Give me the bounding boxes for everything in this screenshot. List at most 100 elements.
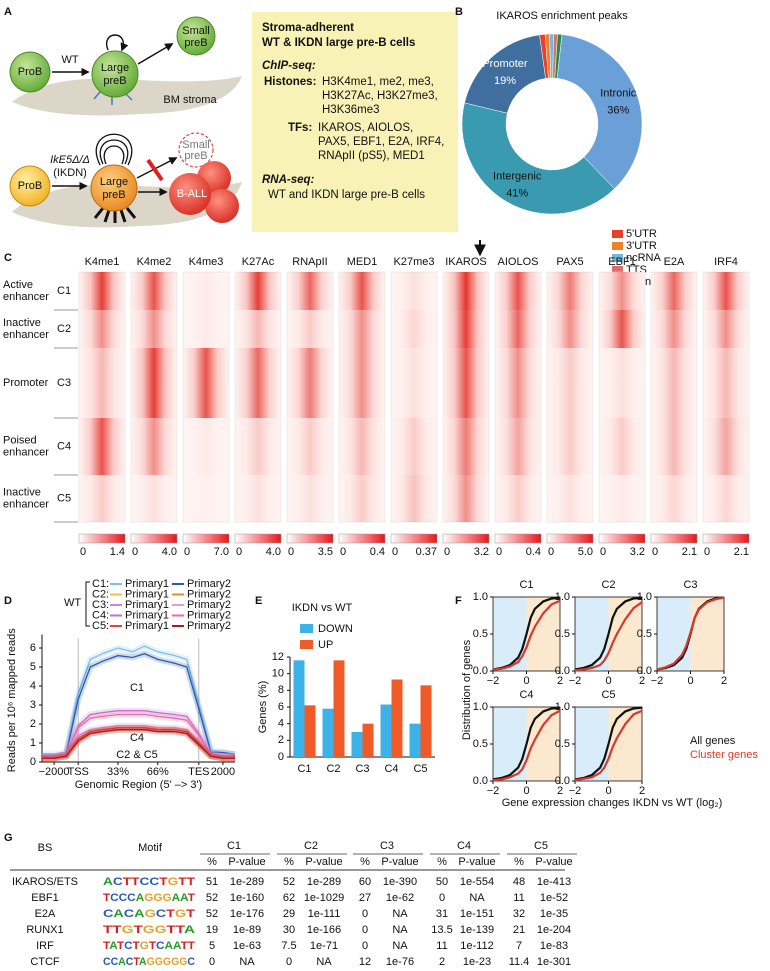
block-bar	[146, 158, 164, 182]
table-cell: 30	[283, 924, 295, 936]
colorbar-min: 0	[496, 546, 502, 558]
colorbar-min: 0	[444, 546, 450, 558]
box-text: WT and IKDN large pre-B cells	[268, 189, 425, 201]
y-tick-label: 1	[30, 737, 36, 749]
table-cell: 1e-89	[233, 924, 261, 936]
table-group: C1	[227, 840, 241, 852]
box-title: Stroma-adherent	[262, 22, 354, 34]
info-box	[252, 12, 458, 232]
prob-cell	[9, 165, 51, 207]
table-cell: 2	[439, 956, 445, 968]
table-subheader: %	[284, 856, 294, 868]
panel-title: C3	[683, 579, 697, 591]
motif-letter: G	[153, 892, 162, 904]
bar	[409, 723, 421, 757]
heatmap-block	[495, 418, 541, 475]
heatmap-block	[599, 272, 645, 310]
colorbar-max: 3.5	[318, 546, 333, 558]
table-group: C5	[534, 840, 548, 852]
slice-value: 41%	[506, 188, 528, 200]
motif-letter: G	[144, 892, 153, 904]
motif-letter: C	[127, 892, 136, 904]
table-subheader: %	[437, 856, 447, 868]
table-cell: 1e-83	[540, 940, 568, 952]
y-tick-label: 2	[30, 718, 36, 730]
y-tick-label: 1.0	[637, 591, 652, 603]
heatmap-block	[547, 475, 593, 522]
colorbar-max: 3.2	[474, 546, 489, 558]
table-cell: 1e-554	[460, 876, 494, 888]
panel-label: A	[4, 6, 12, 18]
table-subheader: %	[207, 856, 217, 868]
table-cell: 11	[436, 940, 447, 952]
y-axis-label: Genes (%)	[257, 681, 269, 734]
cdf-line	[574, 709, 643, 782]
heatmap-block	[495, 310, 541, 348]
legend-label: Primary1	[125, 620, 169, 632]
colorbar	[78, 533, 126, 544]
motif-letter: T	[187, 876, 196, 888]
shade-up	[608, 597, 642, 671]
cluster-id: C1	[57, 285, 71, 297]
motif-letter: G	[163, 956, 171, 968]
x-tick-label: 2	[721, 675, 727, 687]
column-label: K27Ac	[242, 256, 275, 268]
arrow	[136, 157, 178, 179]
bar	[391, 679, 403, 757]
heatmap-block	[651, 475, 697, 522]
motif: TATCTGTCAATT	[103, 940, 195, 952]
legend-label: Primary1	[125, 578, 169, 590]
motif-letter: T	[133, 940, 140, 952]
small-preb-absent	[178, 132, 214, 168]
table-cell: 1e-413	[537, 876, 571, 888]
panel-label: C	[4, 252, 12, 264]
panel-title: C1	[519, 579, 533, 591]
table-subheader: P-value	[228, 856, 265, 868]
y-tick-label: 0.0	[555, 775, 570, 787]
table-group: C2	[304, 840, 318, 852]
y-tick-label: 6	[30, 642, 36, 654]
slice-name: Intronic	[600, 87, 637, 99]
legend-label: Primary2	[187, 620, 231, 632]
heatmap-block	[703, 310, 749, 348]
x-tick-label: −2	[651, 675, 664, 687]
cluster-label: Active	[3, 279, 33, 291]
legend-label: Primary2	[187, 578, 231, 590]
y-tick-label: 0.5	[555, 738, 570, 750]
cell-label: Small	[182, 25, 210, 37]
table-cell: 1e-52	[540, 892, 568, 904]
table-cell: 0	[362, 908, 368, 920]
y-tick-label: 0.5	[473, 628, 488, 640]
table-cell: 21	[513, 924, 525, 936]
table-cell: 29	[283, 908, 295, 920]
self-loops	[95, 133, 133, 166]
y-axis-label: Reads per 10⁶ mapped reads	[6, 628, 18, 772]
table-cell: 1e-390	[383, 876, 417, 888]
donut-slice	[461, 102, 615, 215]
cdf-line	[492, 596, 561, 671]
slice-value: 36%	[607, 104, 629, 116]
table-header: Motif	[138, 842, 163, 854]
annotation: C2 & C5	[116, 749, 158, 761]
y-tick-label: 2	[278, 734, 284, 746]
x-tick-label: TSS	[67, 766, 88, 778]
motif-letter: T	[123, 876, 132, 888]
colorbar-min: 0	[80, 546, 86, 558]
mutant-label: IkE5Δ/Δ	[50, 154, 90, 166]
heatmap-block	[235, 348, 281, 418]
cell-label: preB	[184, 37, 207, 49]
heatmap-block	[599, 348, 645, 418]
donut-slice	[556, 34, 643, 190]
large-preb-cell	[90, 164, 138, 212]
heatmap-block	[339, 418, 385, 475]
heatmap-block	[339, 475, 385, 522]
colorbar	[494, 533, 542, 544]
heatmap-block	[599, 475, 645, 522]
panel-label: E	[255, 595, 262, 607]
heatmap-block	[131, 272, 177, 310]
table-cell: 1e-112	[460, 940, 493, 952]
legend-label: Primary2	[187, 588, 231, 600]
cell-label: Large	[100, 176, 128, 188]
motif-letter: C	[124, 940, 133, 952]
